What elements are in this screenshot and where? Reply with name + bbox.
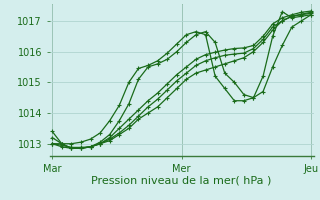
X-axis label: Pression niveau de la mer( hPa ): Pression niveau de la mer( hPa ) [92,175,272,185]
